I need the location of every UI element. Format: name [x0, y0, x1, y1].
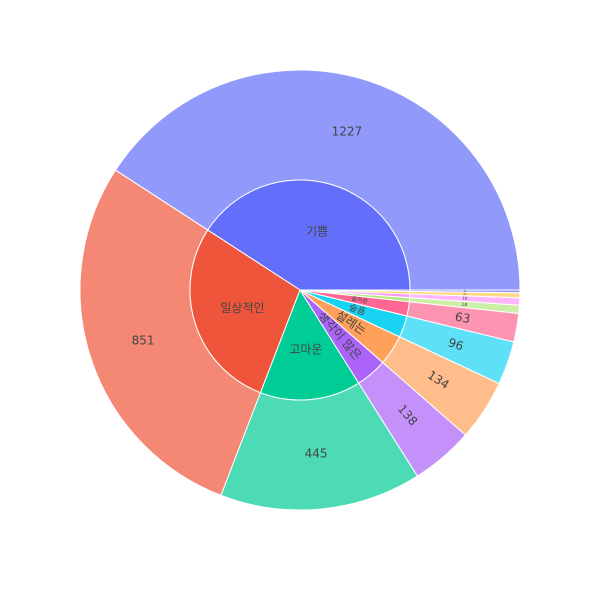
value-label: 6: [464, 289, 466, 293]
value-label: 18: [461, 302, 467, 308]
value-label: 11: [463, 292, 467, 296]
category-label: 슬픔: [347, 302, 366, 318]
category-label: 고마운: [289, 343, 322, 357]
value-label: 851: [132, 333, 155, 347]
category-label: 일상적인: [220, 301, 264, 315]
inner-segment: [299, 289, 411, 292]
inner-segment: [259, 288, 360, 401]
inner-segment: [189, 229, 301, 394]
value-label: 63: [454, 310, 471, 326]
category-label: 기쁨: [306, 224, 328, 238]
value-label: 16: [462, 295, 468, 300]
value-label: 1227: [332, 124, 363, 138]
value-label: 96: [446, 335, 465, 353]
value-label: 445: [305, 447, 328, 461]
category-label: 즐거운: [351, 295, 369, 306]
